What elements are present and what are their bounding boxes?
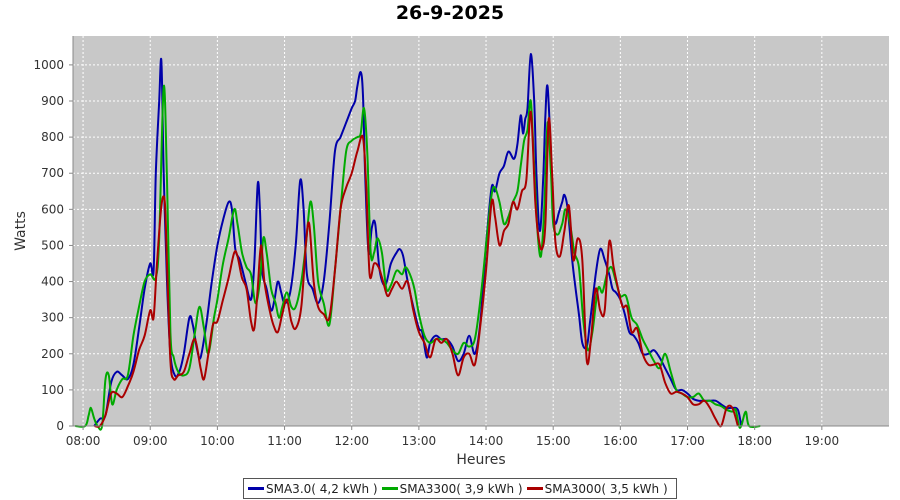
legend-label: SMA3000( 3,5 kWh )	[544, 481, 668, 496]
legend-label: SMA3.0( 4,2 kWh )	[266, 481, 378, 496]
legend-item-2: SMA3300( 3,9 kWh )	[381, 481, 523, 496]
y-tick-label: 300	[41, 311, 64, 325]
y-tick-label: 400	[41, 275, 64, 289]
y-tick-label: 800	[41, 130, 64, 144]
x-tick-label: 16:00	[603, 434, 638, 448]
series-group	[75, 53, 761, 431]
y-tick-label: 900	[41, 94, 64, 108]
x-tick-label: 10:00	[200, 434, 235, 448]
y-tick-label: 100	[41, 383, 64, 397]
grid-lines	[73, 36, 889, 426]
x-tick-label: 09:00	[133, 434, 168, 448]
legend: SMA3.0( 4,2 kWh ) SMA3300( 3,9 kWh ) SMA30…	[243, 478, 677, 499]
plot-area	[73, 36, 889, 426]
chart-title: 26-9-2025	[395, 2, 505, 24]
x-tick-label: 14:00	[469, 434, 504, 448]
legend-swatch	[526, 487, 543, 490]
y-tick-label: 1000	[33, 58, 64, 72]
legend-swatch	[381, 487, 398, 490]
y-tick-label: 700	[41, 166, 64, 180]
x-axis-label: Heures	[456, 452, 505, 468]
legend-item-1: SMA3.0( 4,2 kWh )	[248, 482, 378, 496]
legend-item-3: SMA3000( 3,5 kWh )	[526, 481, 668, 496]
x-tick-label: 12:00	[334, 434, 369, 448]
x-tick-label: 11:00	[267, 434, 302, 448]
x-tick-label: 17:00	[670, 434, 705, 448]
legend-swatch	[248, 487, 264, 490]
x-tick-label: 19:00	[805, 434, 840, 448]
y-tick-label: 0	[56, 419, 64, 433]
line-chart: 0 100 200 300 400 500 600 700 800 900 1000 08:00 09…	[13, 36, 889, 468]
series-line-3	[94, 110, 739, 428]
legend-label: SMA3300( 3,9 kWh )	[399, 481, 523, 496]
x-tick-label: 15:00	[536, 434, 571, 448]
y-tick-label: 600	[41, 202, 64, 216]
y-axis-ticks: 0 100 200 300 400 500 600 700 800 900 1000	[33, 58, 73, 433]
x-tick-label: 08:00	[66, 434, 101, 448]
y-axis-label: Watts	[13, 211, 29, 251]
y-tick-label: 200	[41, 347, 64, 361]
x-axis-ticks: 08:00 09:00 10:00 11:00 12:00 13:00 14:00 15:00…	[66, 426, 839, 448]
x-tick-label: 18:00	[737, 434, 772, 448]
x-tick-label: 13:00	[402, 434, 437, 448]
y-tick-label: 500	[41, 238, 64, 252]
